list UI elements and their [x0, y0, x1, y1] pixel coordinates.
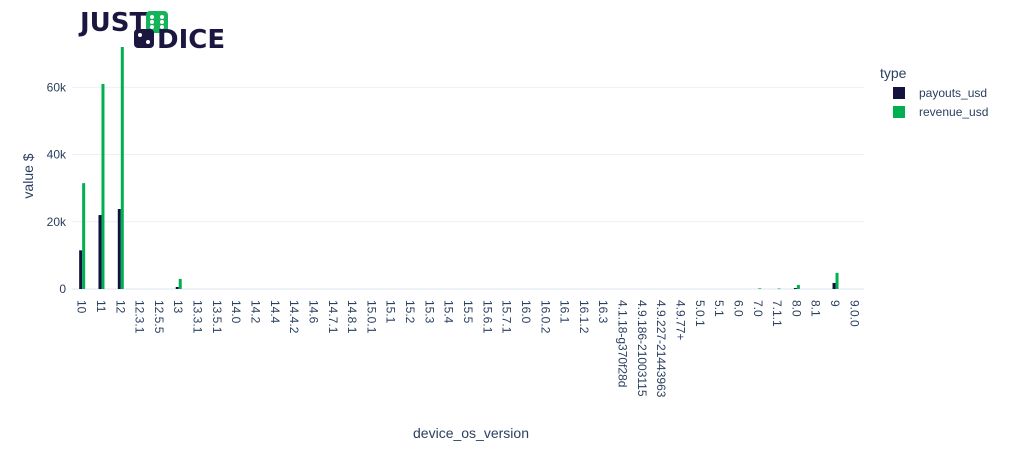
x-tick-label: 15.5: [461, 300, 475, 324]
y-tick-label: 60k: [47, 80, 67, 94]
bar-revenue_usd-11: [101, 83, 105, 289]
x-tick-label: 13.5.1: [210, 300, 224, 334]
x-tick-label: 15.7.1: [500, 300, 514, 334]
x-tick-label: 11: [94, 300, 108, 313]
x-tick-label: 8.0: [789, 300, 803, 317]
bar-revenue_usd-7.0: [758, 288, 762, 289]
bar-payouts_usd-8.0: [793, 287, 797, 289]
legend-label-payouts_usd[interactable]: payouts_usd: [919, 86, 987, 100]
bar-revenue_usd-9: [835, 272, 839, 289]
x-tick-label: 4.9.186-21003115: [635, 300, 649, 397]
y-axis-ticks: 0 20k 40k 60k: [47, 80, 67, 296]
x-tick-label: 9.0.0: [847, 300, 861, 327]
x-tick-label: 16.1: [558, 300, 572, 324]
x-tick-label: 14.2: [249, 300, 263, 324]
x-tick-label: 8.1: [809, 300, 823, 317]
bar-revenue_usd-13: [178, 278, 182, 289]
x-tick-label: 4.9.77+: [673, 300, 687, 340]
y-tick-label: 20k: [47, 215, 67, 229]
bar-payouts_usd-13: [175, 286, 179, 289]
x-tick-label: 16.0.2: [538, 300, 552, 334]
legend-swatch-revenue_usd[interactable]: [893, 106, 905, 118]
x-tick-label: 12: [113, 300, 127, 314]
legend-swatch-payouts_usd[interactable]: [893, 87, 905, 99]
logo-text-bottom: DICE: [157, 25, 225, 55]
bar-payouts_usd-10: [79, 250, 83, 289]
bars: [79, 47, 839, 290]
x-tick-label: 15.4: [442, 300, 456, 324]
bar-payouts_usd-9: [832, 282, 836, 289]
x-tick-label: 16.0: [519, 300, 533, 324]
x-tick-label: 16.1.2: [577, 300, 591, 334]
x-tick-label: 13.3.1: [191, 300, 205, 334]
x-tick-label: 6.0: [731, 300, 745, 317]
x-tick-label: 7.0: [751, 300, 765, 317]
x-tick-label: 14.0: [229, 300, 243, 324]
x-tick-label: 16.3: [596, 300, 610, 324]
x-tick-label: 15.2: [403, 300, 417, 324]
legend-label-revenue_usd[interactable]: revenue_usd: [919, 105, 988, 119]
x-tick-label: 10: [75, 300, 89, 314]
x-tick-label: 14.4: [268, 300, 282, 324]
x-tick-label: 15.3: [422, 300, 436, 324]
legend: type payouts_usd revenue_usd: [880, 65, 988, 119]
x-tick-label: 14.7.1: [326, 300, 340, 334]
logo-die-navy: [134, 29, 154, 48]
bar-revenue_usd-7.1.1: [777, 288, 781, 290]
x-tick-label: 14.6: [306, 300, 320, 324]
just-dice-logo: JUST DICE: [78, 8, 225, 55]
x-tick-label: 15.1: [384, 300, 398, 324]
x-tick-label: 14.8.1: [345, 300, 359, 334]
x-tick-label: 14.4.2: [287, 300, 301, 334]
x-tick-label: 12.5.5: [152, 300, 166, 334]
legend-title: type: [880, 65, 907, 81]
bar-payouts_usd-12: [117, 209, 121, 289]
y-axis-title: value $: [20, 153, 36, 198]
x-tick-label: 4.9.227-21443963: [654, 300, 668, 398]
x-tick-label: 9: [828, 300, 842, 307]
x-tick-label: 5.1: [712, 300, 726, 317]
gridlines: [72, 86, 864, 290]
x-tick-label: 12.3.1: [133, 300, 147, 334]
x-tick-label: 4.1.18-g370f28d: [616, 300, 630, 387]
x-tick-label: 15.6.1: [480, 300, 494, 334]
x-tick-label: 7.1.1: [770, 300, 784, 327]
x-tick-label: 5.0.1: [693, 300, 707, 327]
x-axis-ticks: 10 11 12 12.3.1 12.5.5 13 13.3.1 13.5.1 14.0 14.2…: [75, 300, 862, 398]
bar-payouts_usd-11: [98, 215, 102, 289]
y-tick-label: 40k: [47, 148, 67, 162]
bar-revenue_usd-8.0: [796, 284, 800, 289]
bar-revenue_usd-12: [120, 47, 124, 289]
x-tick-label: 13: [171, 300, 185, 314]
x-tick-label: 15.0.1: [364, 300, 378, 334]
y-tick-label: 0: [59, 282, 66, 296]
bar-revenue_usd-10: [82, 183, 86, 289]
x-axis-title: device_os_version: [413, 425, 529, 441]
